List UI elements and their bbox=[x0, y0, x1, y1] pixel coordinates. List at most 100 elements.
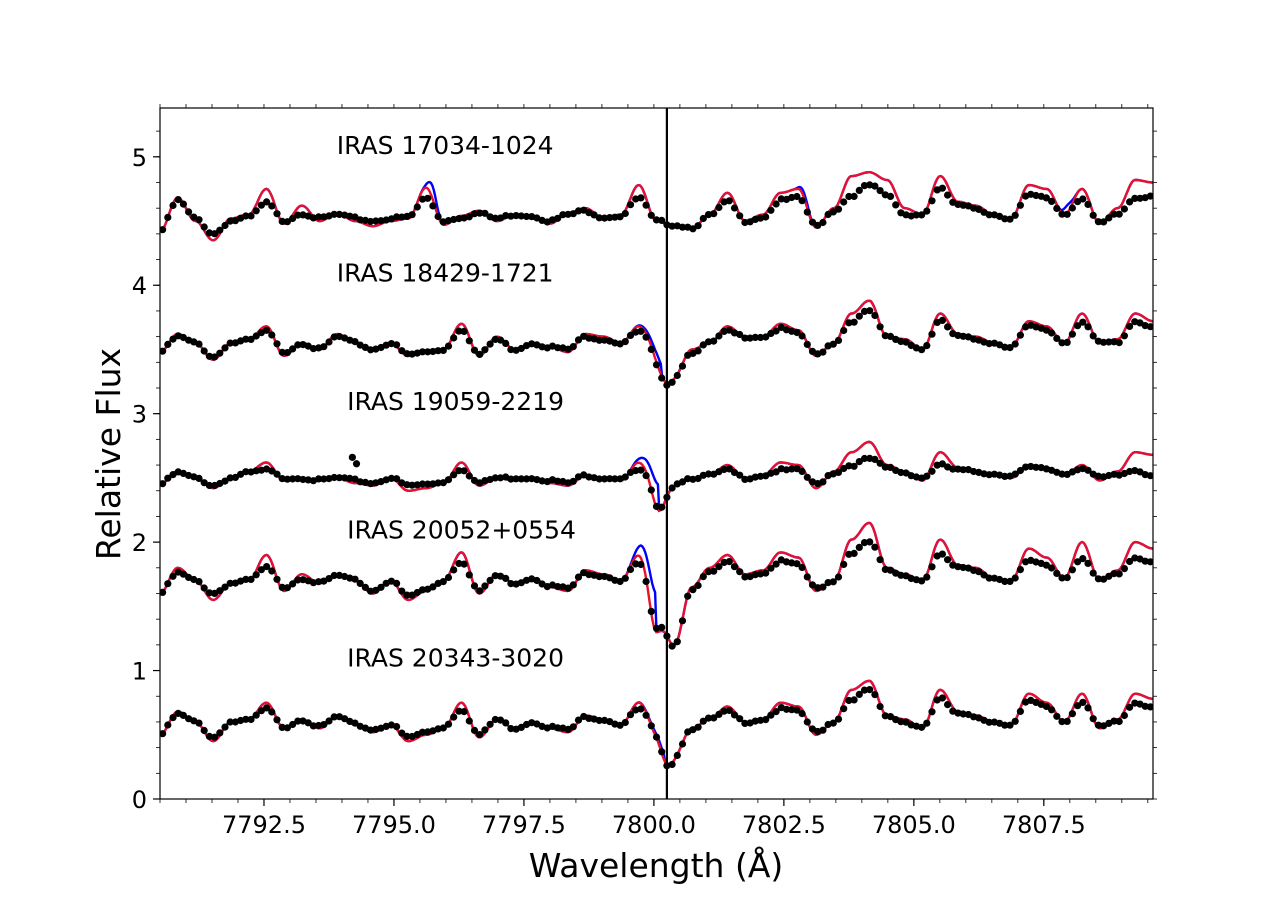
observed-point bbox=[788, 465, 796, 473]
observed-point bbox=[1126, 322, 1134, 330]
observed-point bbox=[1146, 558, 1153, 566]
observed-point bbox=[647, 345, 655, 353]
observed-point bbox=[730, 711, 739, 719]
observed-point bbox=[1058, 718, 1066, 726]
observed-point bbox=[393, 213, 401, 221]
observed-point bbox=[730, 563, 739, 571]
observed-point bbox=[460, 560, 468, 568]
observed-point bbox=[767, 564, 775, 572]
observed-point bbox=[289, 720, 297, 729]
observed-point bbox=[393, 341, 401, 349]
observed-point bbox=[278, 583, 286, 592]
observed-point bbox=[242, 212, 250, 220]
observed-point bbox=[600, 214, 609, 222]
observed-point bbox=[476, 731, 484, 739]
observed-point bbox=[866, 307, 874, 315]
observed-point bbox=[205, 481, 213, 490]
observed-point bbox=[652, 733, 661, 741]
observed-point bbox=[507, 725, 515, 733]
observed-point bbox=[632, 560, 640, 568]
observed-point bbox=[330, 713, 338, 721]
observed-point bbox=[860, 454, 869, 463]
observed-point bbox=[772, 200, 780, 208]
x-tick-label: 7797.5 bbox=[482, 811, 566, 839]
observed-point bbox=[348, 453, 356, 461]
observed-point bbox=[393, 723, 401, 731]
star-label: IRAS 20343-3020 bbox=[347, 644, 564, 673]
observed-point bbox=[351, 719, 359, 727]
observed-point bbox=[455, 707, 463, 715]
observed-point bbox=[1110, 210, 1118, 218]
observed-point bbox=[1089, 332, 1097, 340]
observed-point bbox=[278, 723, 286, 732]
observed-point bbox=[756, 472, 765, 480]
observed-point bbox=[616, 213, 624, 221]
observed-point bbox=[944, 701, 952, 709]
observed-point bbox=[1068, 330, 1076, 338]
observed-point bbox=[502, 574, 510, 583]
observed-point bbox=[855, 186, 863, 194]
observed-point bbox=[263, 704, 271, 712]
observed-point bbox=[372, 217, 380, 225]
observed-point bbox=[439, 479, 447, 487]
observed-point bbox=[1058, 574, 1066, 582]
observed-point bbox=[637, 466, 645, 474]
observed-point bbox=[860, 686, 869, 694]
observed-point bbox=[434, 347, 442, 355]
observed-point bbox=[315, 213, 323, 221]
observed-point bbox=[1115, 339, 1123, 347]
observed-point bbox=[273, 716, 281, 724]
y-tick-label: 4 bbox=[132, 272, 147, 300]
observed-point bbox=[491, 214, 499, 222]
observed-point bbox=[834, 573, 843, 581]
observed-point bbox=[486, 340, 494, 348]
observed-point bbox=[1011, 211, 1019, 219]
observed-point bbox=[621, 574, 629, 582]
observed-point bbox=[626, 565, 635, 574]
observed-point bbox=[299, 475, 307, 484]
observed-point bbox=[1120, 711, 1128, 720]
observed-point bbox=[1058, 339, 1066, 347]
observed-point bbox=[1110, 570, 1118, 578]
observed-point bbox=[1063, 338, 1071, 346]
observed-point bbox=[226, 217, 234, 225]
observed-point bbox=[470, 726, 479, 735]
observed-point bbox=[439, 346, 447, 354]
observed-point bbox=[476, 209, 484, 217]
observed-point bbox=[465, 717, 473, 725]
observed-point bbox=[372, 586, 380, 594]
observed-point bbox=[762, 333, 770, 341]
observed-point bbox=[725, 558, 733, 566]
observed-point bbox=[985, 718, 993, 726]
observed-point bbox=[1089, 211, 1097, 219]
observed-point bbox=[315, 475, 323, 483]
observed-point bbox=[465, 472, 473, 480]
observed-point bbox=[606, 214, 614, 222]
observed-point bbox=[710, 567, 718, 575]
observed-point bbox=[352, 460, 361, 468]
observed-point bbox=[169, 714, 177, 722]
observed-point bbox=[1094, 721, 1102, 729]
observed-point bbox=[886, 332, 895, 340]
observed-point bbox=[429, 202, 437, 210]
observed-point bbox=[829, 340, 837, 348]
observed-point bbox=[694, 347, 702, 355]
observed-point bbox=[829, 578, 837, 586]
observed-point bbox=[268, 567, 276, 575]
observed-point bbox=[367, 217, 375, 226]
observed-point bbox=[387, 474, 395, 482]
observed-point bbox=[247, 715, 255, 724]
observed-point bbox=[798, 197, 806, 205]
observed-point bbox=[268, 708, 276, 716]
observed-point bbox=[621, 473, 629, 481]
observed-point bbox=[985, 471, 993, 479]
observed-point bbox=[533, 576, 541, 585]
observed-point bbox=[174, 196, 182, 204]
observed-point bbox=[834, 205, 843, 213]
observed-point bbox=[160, 730, 167, 738]
observed-point bbox=[1079, 195, 1087, 203]
observed-point bbox=[954, 465, 962, 473]
observed-point bbox=[164, 580, 172, 588]
observed-point bbox=[169, 335, 177, 343]
observed-point bbox=[221, 221, 229, 230]
